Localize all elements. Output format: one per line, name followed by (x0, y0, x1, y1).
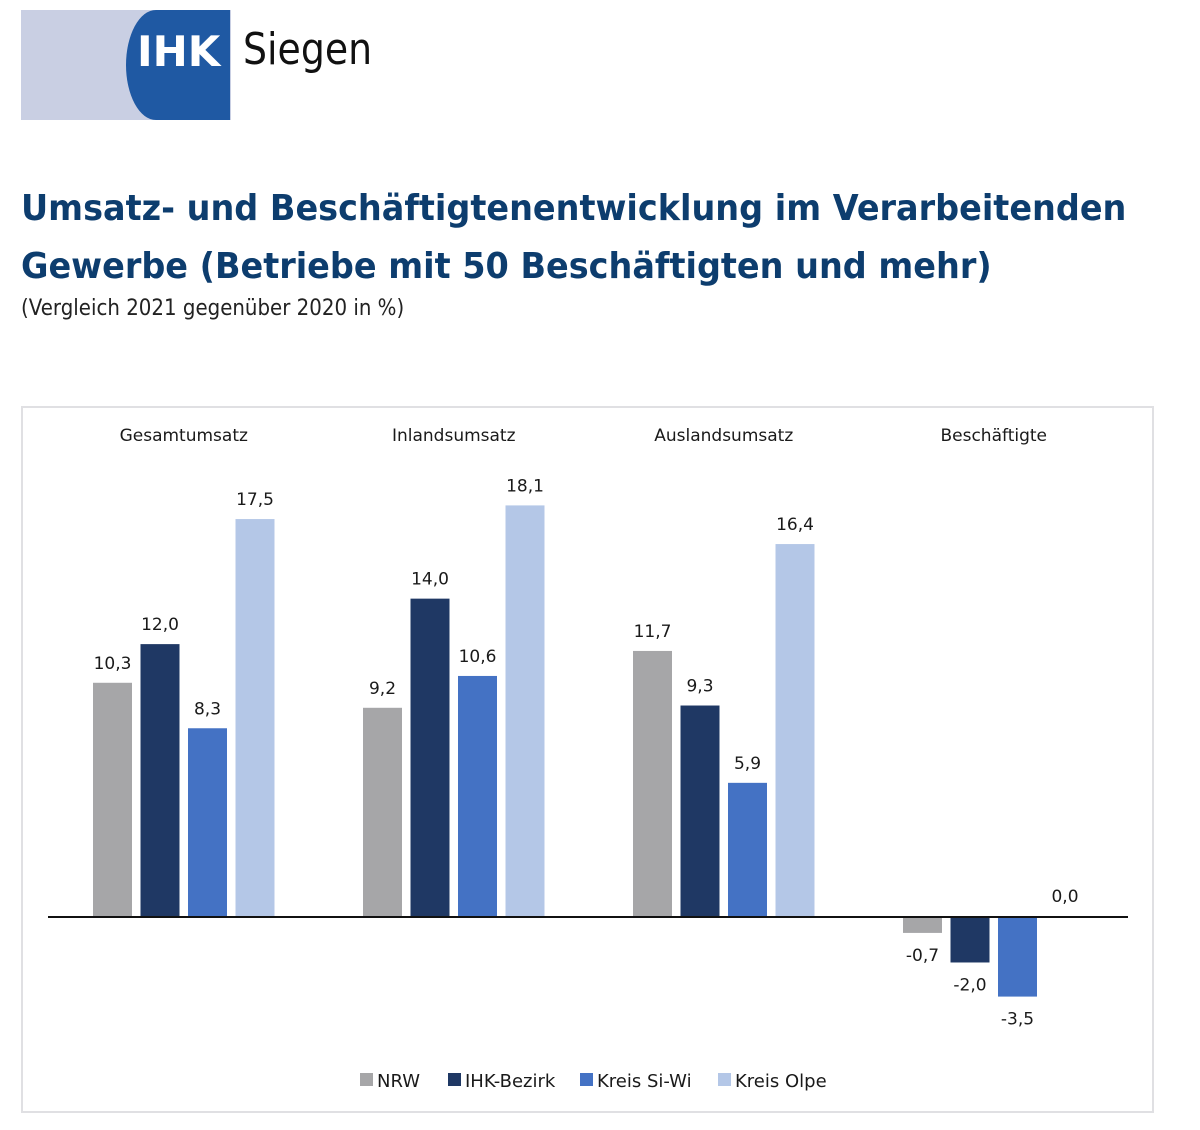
bar-nrw (903, 917, 942, 933)
data-label: 9,3 (686, 677, 713, 697)
bar-nrw (633, 650, 672, 917)
data-label: -0,7 (906, 946, 939, 966)
bar-kreis-olpe (775, 544, 815, 917)
logo-ihk-text: IHK (137, 27, 221, 76)
data-label: 8,3 (194, 699, 221, 719)
data-label: 5,9 (734, 754, 761, 774)
data-label: 10,3 (94, 654, 132, 674)
bar-ihk-bezirk (950, 917, 990, 963)
data-label: -2,0 (953, 975, 986, 995)
chart-subtitle: (Vergleich 2021 gegenüber 2020 in %) (21, 296, 405, 321)
data-label: 14,0 (411, 570, 449, 590)
bar-kreis-si-wi (458, 675, 497, 917)
bar-ihk-bezirk (410, 598, 450, 917)
category-label: Gesamtumsatz (120, 426, 248, 446)
chart-title: Umsatz- und Beschäftigtenentwicklung im … (21, 180, 1126, 296)
legend-item: NRW (360, 1071, 420, 1092)
bar-kreis-si-wi (188, 728, 227, 917)
data-label: 17,5 (236, 490, 274, 510)
legend-label: NRW (377, 1071, 420, 1092)
value-labels: 10,3 12,0 8,3 17,5 9,2 14,0 10,6 18,1 11,7 9,3 5,9… (94, 476, 1079, 1029)
bar-kreis-olpe (235, 519, 275, 917)
data-label: 0,0 (1051, 887, 1078, 907)
legend-swatch (580, 1073, 593, 1086)
legend-swatch (360, 1073, 373, 1086)
data-label: 10,6 (459, 647, 497, 667)
data-label: 18,1 (506, 476, 544, 496)
chart-title-line-2: Gewerbe (Betriebe mit 50 Beschäftigten u… (21, 246, 992, 287)
legend-swatch (448, 1073, 461, 1086)
legend-item: Kreis Olpe (718, 1071, 827, 1092)
bar-kreis-olpe (505, 505, 545, 917)
bar-ihk-bezirk (140, 644, 180, 917)
bar-kreis-si-wi (728, 782, 767, 917)
bars (93, 505, 1037, 997)
logo-dark-block (126, 10, 230, 120)
data-label: 12,0 (141, 615, 179, 635)
legend-label: Kreis Si-Wi (597, 1071, 692, 1092)
legend-label: IHK-Bezirk (465, 1071, 556, 1092)
category-label: Beschäftigte (940, 426, 1047, 446)
category-label: Auslandsumsatz (654, 426, 793, 446)
chart-title-line-1: Umsatz- und Beschäftigtenentwicklung im … (21, 188, 1127, 229)
bar-ihk-bezirk (680, 705, 720, 917)
legend-swatch (718, 1073, 731, 1086)
legend-item: Kreis Si-Wi (580, 1071, 692, 1092)
legend: NRW IHK-Bezirk Kreis Si-Wi Kreis Olpe (360, 1071, 827, 1092)
data-label: 16,4 (776, 515, 814, 535)
ihk-siegen-logo: IHK Siegen (21, 10, 381, 120)
bar-nrw (363, 707, 402, 917)
logo-name-text: Siegen (243, 24, 373, 75)
category-label: Inlandsumsatz (392, 426, 516, 446)
data-label: 11,7 (634, 622, 672, 642)
bar-kreis-si-wi (998, 917, 1037, 997)
category-labels: Gesamtumsatz Inlandsumsatz Auslandsumsatz B… (120, 426, 1047, 446)
data-label: 9,2 (369, 679, 396, 699)
data-label: -3,5 (1001, 1010, 1034, 1030)
legend-item: IHK-Bezirk (448, 1071, 556, 1092)
legend-label: Kreis Olpe (735, 1071, 827, 1092)
bar-nrw (93, 682, 132, 917)
